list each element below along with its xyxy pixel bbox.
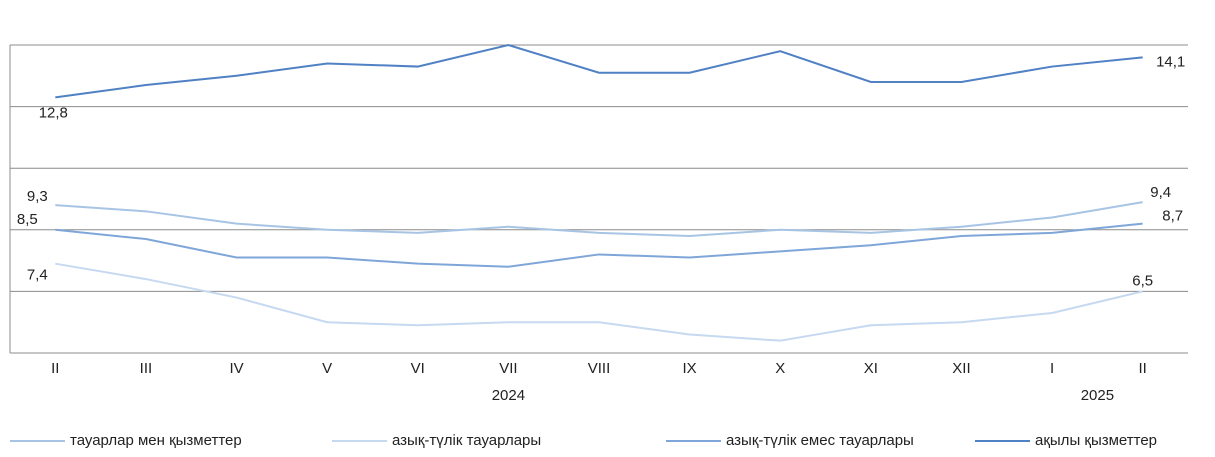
x-tick-label: VIII bbox=[588, 360, 611, 377]
legend-label: тауарлар мен қызметтер bbox=[70, 432, 242, 449]
legend-label: азық-түлік емес тауарлары bbox=[726, 432, 914, 449]
series-line bbox=[55, 43, 1143, 99]
data-label: 9,4 bbox=[1150, 184, 1171, 201]
x-tick-label: II bbox=[51, 360, 59, 377]
x-tick-label: I bbox=[1050, 360, 1054, 377]
x-tick-label: VII bbox=[499, 360, 517, 377]
legend-label: ақылы қызметтер bbox=[1035, 432, 1157, 449]
data-label: 8,7 bbox=[1162, 208, 1183, 225]
x-tick-label: IX bbox=[683, 360, 697, 377]
x-tick-label: XII bbox=[952, 360, 970, 377]
series-line bbox=[55, 201, 1143, 237]
data-label: 9,3 bbox=[27, 188, 48, 205]
data-label: 7,4 bbox=[27, 267, 48, 284]
x-group-label: 2024 bbox=[492, 387, 525, 404]
x-tick-label: XI bbox=[864, 360, 878, 377]
data-label: 12,8 bbox=[39, 104, 68, 121]
x-tick-label: III bbox=[140, 360, 153, 377]
data-label: 14,1 bbox=[1156, 53, 1185, 70]
data-label: 8,5 bbox=[17, 211, 38, 228]
series-line bbox=[55, 222, 1143, 268]
x-group-label: 2025 bbox=[1081, 387, 1114, 404]
x-tick-label: II bbox=[1139, 360, 1147, 377]
legend-label: азық-түлік тауарлары bbox=[392, 432, 541, 449]
x-tick-label: X bbox=[775, 360, 785, 377]
series-line bbox=[55, 262, 1143, 342]
data-label: 6,5 bbox=[1132, 272, 1153, 289]
x-tick-label: VI bbox=[411, 360, 425, 377]
x-tick-label: IV bbox=[229, 360, 243, 377]
x-tick-label: V bbox=[322, 360, 332, 377]
